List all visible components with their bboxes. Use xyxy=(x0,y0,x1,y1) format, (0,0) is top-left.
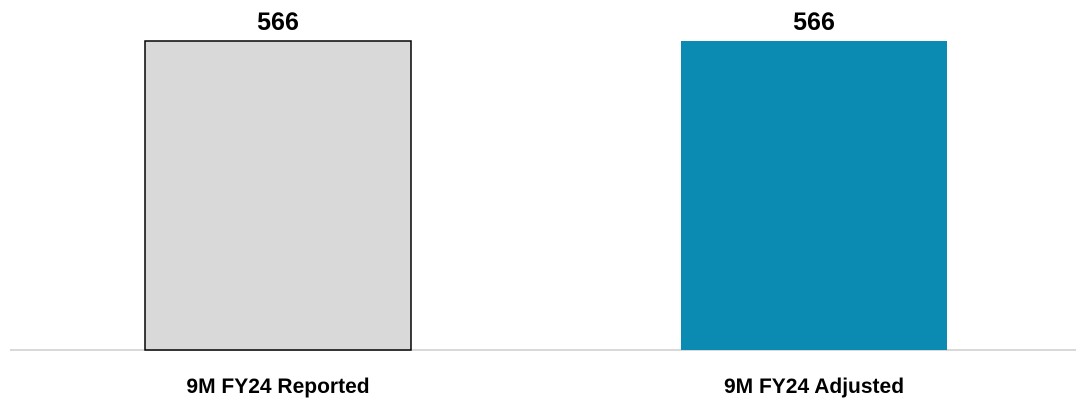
data-label-9m-fy24-reported: 566 xyxy=(257,8,299,36)
category-label-9m-fy24-reported: 9M FY24 Reported xyxy=(186,375,369,398)
category-label-9m-fy24-adjusted: 9M FY24 Adjusted xyxy=(724,375,904,398)
data-label-9m-fy24-adjusted: 566 xyxy=(793,8,835,36)
bar-9m-fy24-adjusted xyxy=(681,41,947,350)
bar-9m-fy24-reported xyxy=(144,40,412,351)
